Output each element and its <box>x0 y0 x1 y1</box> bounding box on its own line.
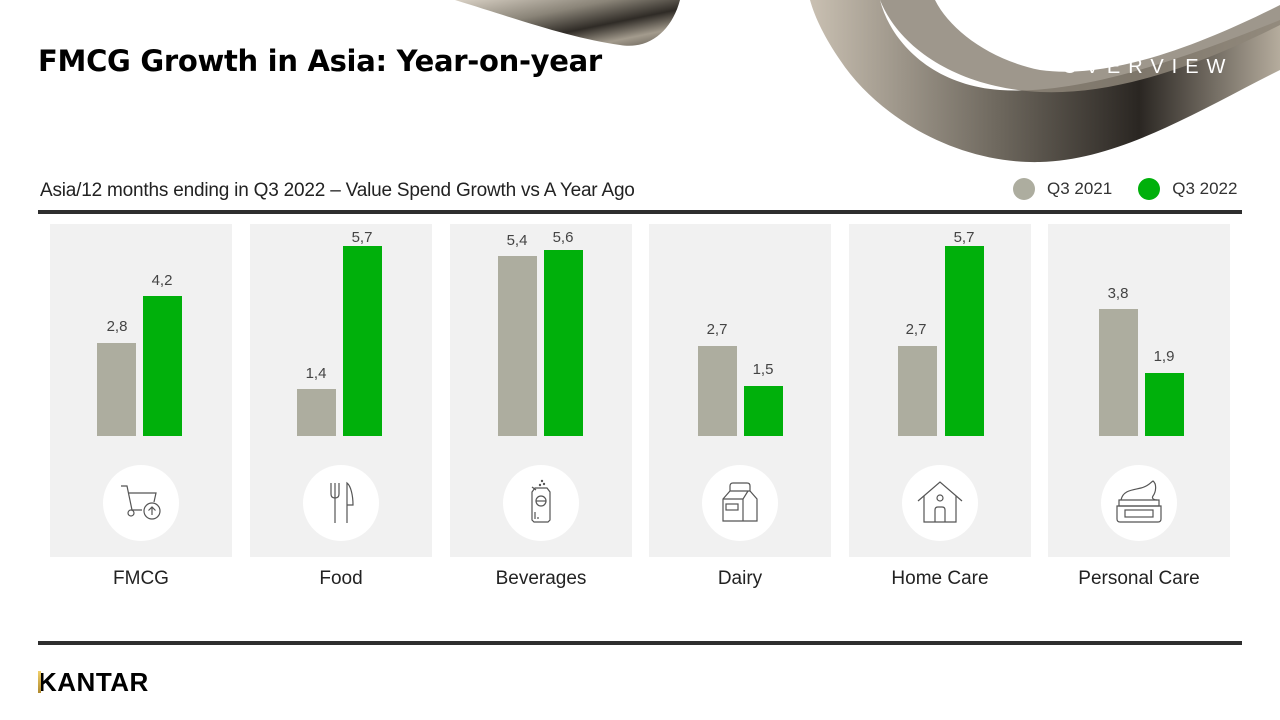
bar-value-q3-2022: 5,7 <box>953 229 975 246</box>
bar-q3-2022 <box>744 386 783 436</box>
logo-text: KANTAR <box>38 667 149 697</box>
bar-q3-2021 <box>498 256 537 436</box>
category-label-personal-care: Personal Care <box>1078 568 1200 589</box>
category-panel-home-care: 2,7 5,7 <box>849 224 1031 557</box>
icon-badge <box>902 465 978 541</box>
bar-q3-2021 <box>297 389 336 436</box>
category-panel-beverages: 5,4 5,6 <box>450 224 632 557</box>
milk-carton-icon <box>722 482 758 522</box>
icon-badge <box>503 465 579 541</box>
bar-value-q3-2022: 4,2 <box>151 272 173 289</box>
category-label-dairy: Dairy <box>717 568 763 589</box>
bar-value-q3-2022: 5,6 <box>552 229 574 246</box>
legend-label: Q3 2021 <box>1047 179 1113 198</box>
category-panel-fmcg: 2,8 4,2 <box>50 224 232 557</box>
bar-q3-2021 <box>1099 309 1138 436</box>
legend-swatch-q3-2022 <box>1138 178 1161 200</box>
bar-value-q3-2021: 2,7 <box>706 321 728 338</box>
bar-value-q3-2021: 3,8 <box>1107 285 1129 302</box>
cream-jar-icon <box>1116 480 1162 523</box>
bar-q3-2022 <box>945 246 984 436</box>
top-divider <box>38 210 1242 214</box>
category-panel-personal-care: 3,8 1,9 <box>1048 224 1230 557</box>
category-panel-dairy: 2,7 1,5 <box>649 224 831 557</box>
kantar-logo: KANTAR <box>38 667 149 698</box>
bar-value-q3-2021: 2,8 <box>106 318 128 335</box>
legend-label: Q3 2022 <box>1172 179 1238 198</box>
bottom-divider <box>38 641 1242 645</box>
category-label-home-care: Home Care <box>891 568 989 589</box>
bar-q3-2021 <box>698 346 737 436</box>
chart-legend: Q3 2021 Q3 2022 <box>1013 178 1263 200</box>
bar-q3-2021 <box>898 346 937 436</box>
bar-q3-2022 <box>143 296 182 436</box>
bar-q3-2022 <box>343 246 382 436</box>
fork-knife-icon <box>330 481 354 523</box>
section-tag: OVERVIEW <box>1062 56 1234 78</box>
icon-badge <box>1101 465 1177 541</box>
bar-q3-2022 <box>1145 373 1184 436</box>
category-label-food: Food <box>319 568 363 589</box>
legend-item-q3-2022: Q3 2022 <box>1138 178 1237 200</box>
bar-value-q3-2022: 1,5 <box>752 361 774 378</box>
house-icon <box>917 481 963 523</box>
page-title: FMCG Growth in Asia: Year-on-year <box>38 44 602 78</box>
icon-badge <box>303 465 379 541</box>
category-panel-food: 1,4 5,7 <box>250 224 432 557</box>
bar-value-q3-2021: 2,7 <box>905 321 927 338</box>
bar-value-q3-2022: 1,9 <box>1153 348 1175 365</box>
bar-q3-2021 <box>97 343 136 436</box>
bar-value-q3-2022: 5,7 <box>351 229 373 246</box>
icon-badge <box>103 465 179 541</box>
bar-q3-2022 <box>544 250 583 436</box>
shopping-cart-up-icon <box>121 485 161 520</box>
category-label-beverages: Beverages <box>495 568 587 589</box>
bar-value-q3-2021: 5,4 <box>506 232 528 249</box>
legend-item-q3-2021: Q3 2021 <box>1013 178 1112 200</box>
soda-can-icon <box>531 479 551 523</box>
decorative-silk-swoosh <box>455 0 1280 163</box>
legend-swatch-q3-2021 <box>1013 178 1035 200</box>
icon-badge <box>702 465 778 541</box>
chart-subtitle: Asia/12 months ending in Q3 2022 – Value… <box>40 180 635 201</box>
bar-value-q3-2021: 1,4 <box>305 365 327 382</box>
category-label-fmcg: FMCG <box>113 568 169 589</box>
